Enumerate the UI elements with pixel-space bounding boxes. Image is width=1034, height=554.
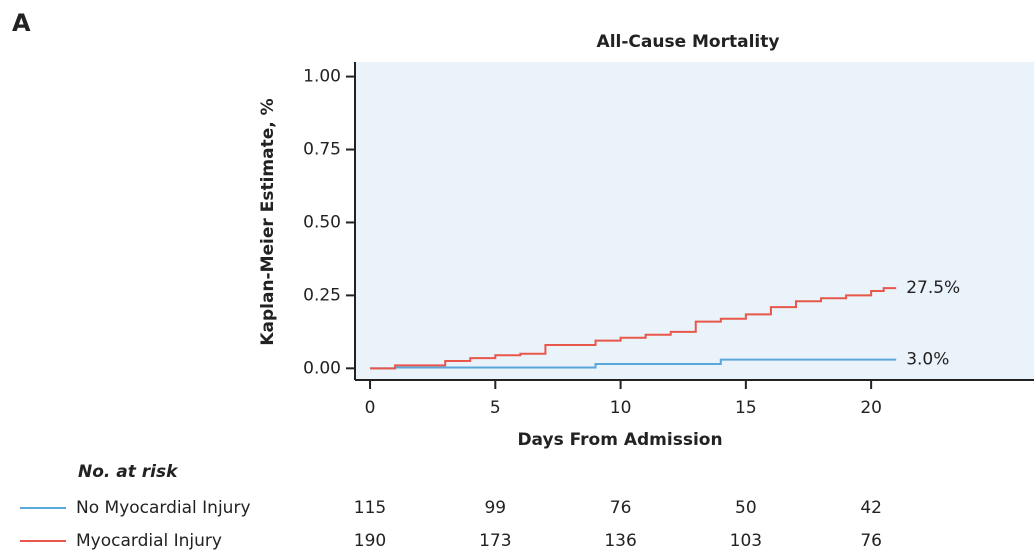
y-tick-label: 0.50 (303, 212, 341, 232)
risk-count: 50 (735, 498, 757, 518)
x-tick-label: 10 (610, 398, 632, 418)
chart-title: All-Cause Mortality (597, 32, 780, 52)
end-label: 3.0% (906, 350, 949, 370)
risk-count: 136 (604, 531, 636, 551)
y-tick-label: 1.00 (303, 67, 341, 87)
x-tick-label: 20 (860, 398, 882, 418)
x-tick-label: 15 (735, 398, 757, 418)
end-label: 27.5% (906, 278, 960, 298)
risk-count: 115 (354, 498, 386, 518)
legend-label: No Myocardial Injury (76, 498, 251, 518)
x-tick-label: 5 (490, 398, 501, 418)
risk-count: 42 (860, 498, 882, 518)
y-tick-label: 0.75 (303, 140, 341, 160)
y-tick-label: 0.25 (303, 285, 341, 305)
y-tick-label: 0.00 (303, 358, 341, 378)
risk-count: 103 (730, 531, 762, 551)
risk-count: 76 (860, 531, 882, 551)
risk-count: 99 (484, 498, 506, 518)
risk-table-title: No. at risk (78, 462, 179, 482)
x-tick-label: 0 (365, 398, 376, 418)
risk-count: 173 (479, 531, 511, 551)
risk-count: 190 (354, 531, 386, 551)
x-axis-label: Days From Admission (517, 430, 722, 450)
panel-label: A (12, 9, 31, 37)
y-axis-label: Kaplan-Meier Estimate, % (258, 98, 278, 345)
plot-background (355, 62, 1034, 380)
legend-label: Myocardial Injury (76, 531, 222, 551)
survival-curve (370, 287, 897, 370)
risk-count: 76 (610, 498, 632, 518)
